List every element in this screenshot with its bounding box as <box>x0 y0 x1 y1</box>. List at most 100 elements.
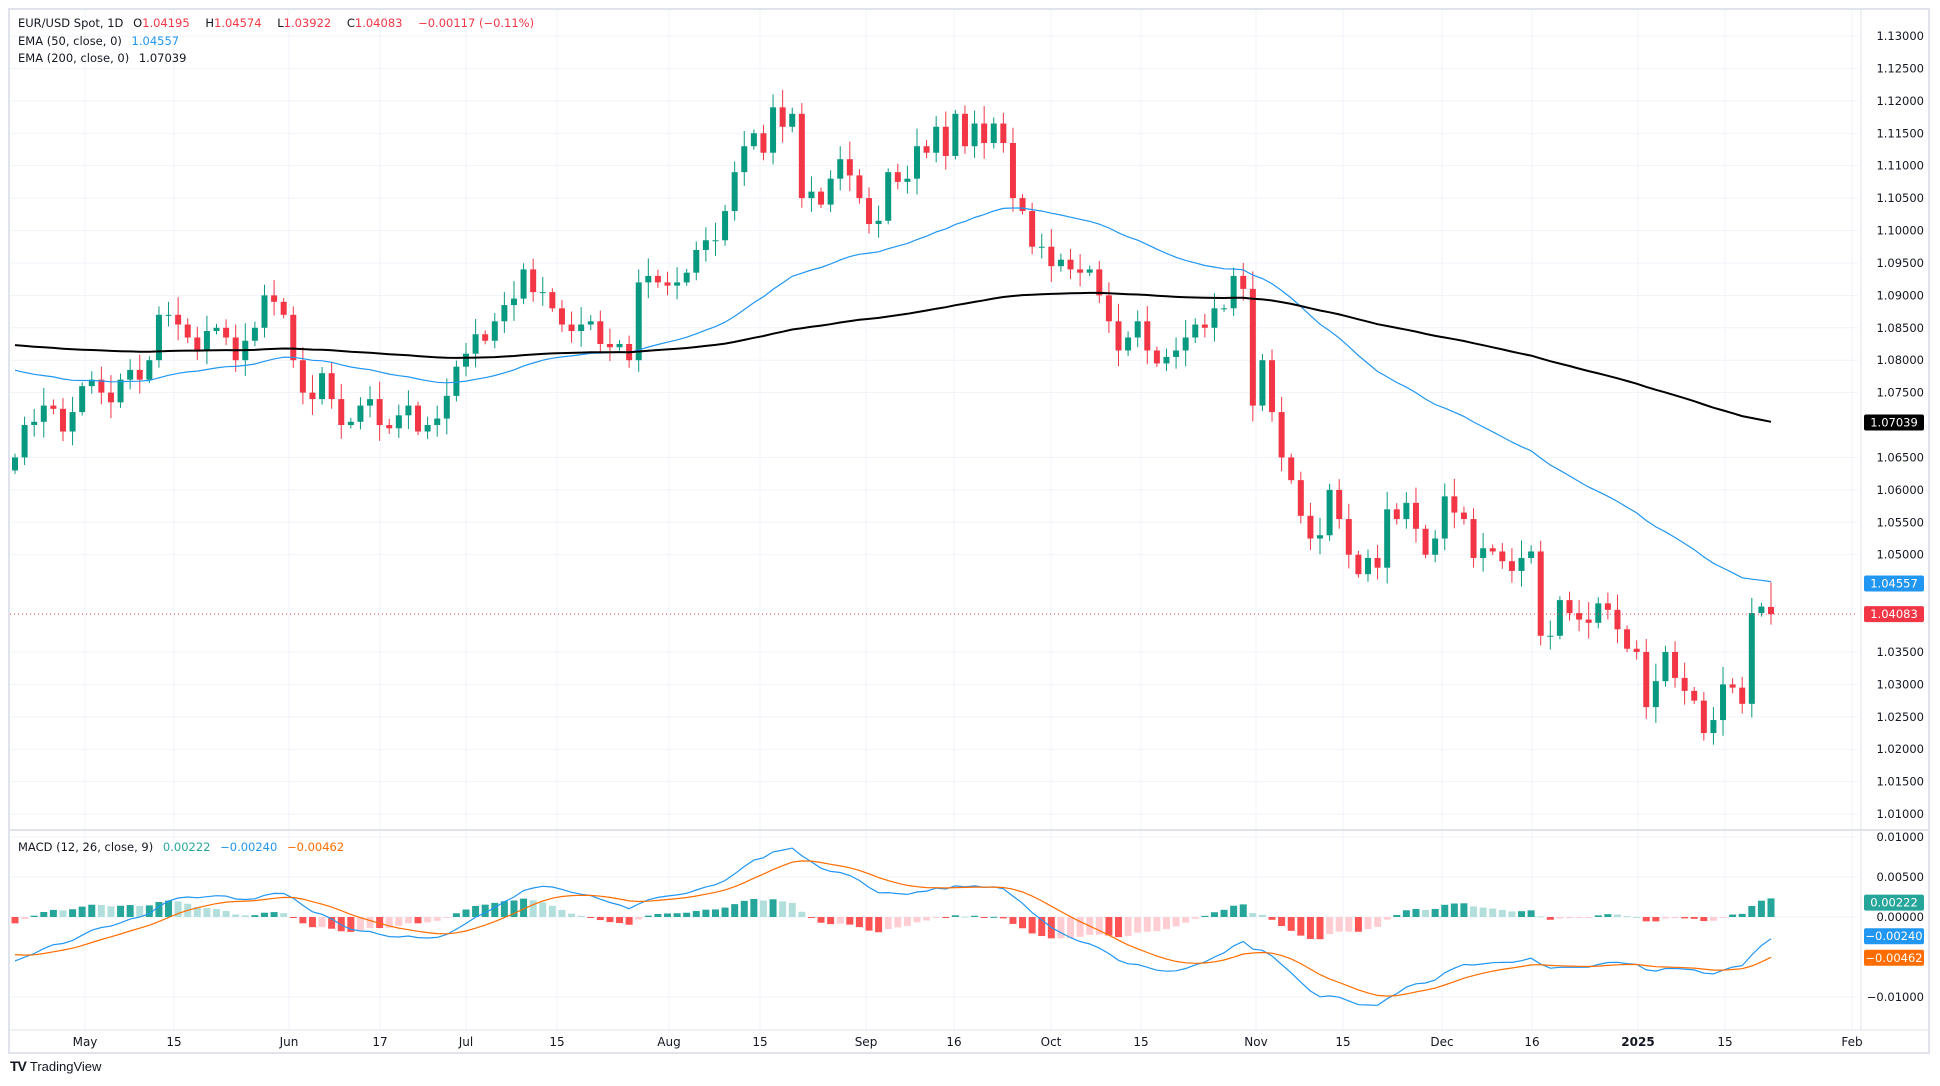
macd-histogram-bar <box>366 917 374 929</box>
candle-body <box>357 405 364 422</box>
candle-body <box>107 392 114 403</box>
candle-body <box>875 220 882 225</box>
macd-histogram-bar <box>1345 917 1353 932</box>
macd-histogram-bar <box>213 909 221 917</box>
macd-histogram-bar <box>347 917 355 932</box>
candle-body <box>1585 619 1592 623</box>
candle-body <box>1566 600 1573 614</box>
candle-body <box>1412 502 1419 529</box>
candle-body <box>1422 528 1429 555</box>
ema50-label: EMA (50, close, 0) <box>18 34 122 48</box>
ema200-legend[interactable]: EMA (200, close, 0) 1.07039 <box>18 51 192 65</box>
macd-histogram-bar <box>1594 915 1602 917</box>
candle-body <box>1595 603 1602 623</box>
macd-histogram-bar <box>1460 903 1468 917</box>
macd-histogram-bar <box>145 905 153 917</box>
candle-body <box>1077 269 1084 273</box>
macd-histogram-bar <box>481 904 489 917</box>
macd-histogram-bar <box>1306 917 1314 939</box>
macd-histogram-bar <box>1038 917 1046 937</box>
candle-body <box>1710 720 1717 734</box>
candle-body <box>1029 211 1036 247</box>
macd-histogram-bar <box>759 900 767 917</box>
macd-histogram-bar <box>11 917 19 924</box>
macd-histogram-bar <box>625 917 633 925</box>
candle-body <box>69 412 76 432</box>
ema50-badge-text: 1.04557 <box>1870 576 1918 590</box>
candle-body <box>1163 356 1170 364</box>
candle-body <box>1528 551 1535 558</box>
macd-histogram-bar <box>1422 909 1430 917</box>
ema50-legend[interactable]: EMA (50, close, 0) 1.04557 <box>18 34 185 48</box>
macd-histogram-bar <box>894 917 902 928</box>
macd-histogram-bar <box>1441 904 1449 917</box>
candle-body <box>616 343 623 348</box>
candle-body <box>731 172 738 212</box>
macd-histogram-bar <box>1508 911 1516 917</box>
macd-histogram-bar <box>1479 907 1487 917</box>
candle-body <box>299 360 306 393</box>
candle-body <box>462 353 469 367</box>
macd-legend[interactable]: MACD (12, 26, close, 9) 0.00222 −0.00240… <box>18 840 350 854</box>
symbol-title[interactable]: EUR/USD Spot, 1D <box>18 16 124 30</box>
macd-histogram-bar <box>1556 917 1564 919</box>
candle-body <box>674 282 681 286</box>
macd-histogram-bar <box>107 906 115 917</box>
macd-histogram-bar <box>1335 917 1343 932</box>
macd-histogram-bar <box>260 912 268 917</box>
macd-histogram-bar <box>1518 911 1526 917</box>
time-axis-label: 16 <box>946 1035 961 1049</box>
price-axis-label: 1.06000 <box>1876 483 1924 497</box>
price-axis-label: 1.06500 <box>1876 450 1924 464</box>
candle-body <box>117 379 124 403</box>
candle-body <box>549 292 556 309</box>
candle-body <box>1768 606 1774 615</box>
macd-signal-badge-text: −0.00462 <box>1865 951 1922 965</box>
ema50-badge <box>1864 575 1924 592</box>
macd-line-value: −0.00240 <box>220 840 278 854</box>
candle-body <box>1307 515 1314 539</box>
macd-histogram-bar <box>510 900 518 917</box>
candle-body <box>271 295 278 302</box>
macd-histogram-bar <box>596 917 604 921</box>
macd-histogram-bar <box>702 909 710 917</box>
macd-histogram-bar <box>1326 917 1334 935</box>
candle-body <box>1681 677 1688 691</box>
candle-body <box>606 343 613 348</box>
candle-body <box>98 379 105 393</box>
time-axis-label: Nov <box>1244 1035 1267 1049</box>
price-axis-label: 1.11000 <box>1876 159 1924 173</box>
macd-histogram-bar <box>1690 917 1698 919</box>
macd-histogram-bar <box>1604 914 1612 917</box>
macd-histogram-bar <box>1757 900 1765 917</box>
price-axis-label: 1.07500 <box>1876 386 1924 400</box>
candle-body <box>232 337 239 361</box>
macd-histogram-bar <box>999 917 1007 919</box>
candle-body <box>1403 502 1410 520</box>
macd-histogram-bar <box>635 917 643 920</box>
candle-body <box>40 405 47 422</box>
time-axis-label: Dec <box>1430 1035 1453 1049</box>
macd-histogram-bar <box>1134 917 1142 933</box>
ema200-badge <box>1864 414 1924 431</box>
macd-histogram-bar <box>404 917 412 924</box>
time-axis-label: Aug <box>657 1035 680 1049</box>
candle-body <box>1480 548 1487 558</box>
ema200-label: EMA (200, close, 0) <box>18 51 130 65</box>
macd-histogram-bar <box>1623 916 1631 918</box>
candles <box>12 89 1774 745</box>
macd-histogram-bar <box>97 904 105 917</box>
price-axis-label: 1.01000 <box>1876 807 1924 821</box>
candle-body <box>1556 600 1563 636</box>
time-axis-label: Jul <box>458 1035 473 1049</box>
candle-body <box>1144 321 1151 351</box>
tradingview-logo[interactable]: TV TradingView <box>10 1058 101 1074</box>
candle-body <box>1518 557 1525 571</box>
macd-histogram-bar <box>433 917 441 921</box>
candle-body <box>923 146 930 153</box>
candle-body <box>1652 681 1659 708</box>
macd-histogram-bar <box>414 917 422 924</box>
candle-body <box>1317 535 1324 539</box>
macd-histogram-bar <box>155 901 163 917</box>
